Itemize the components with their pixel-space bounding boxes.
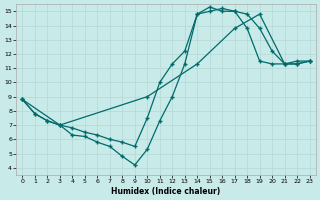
X-axis label: Humidex (Indice chaleur): Humidex (Indice chaleur) xyxy=(111,187,221,196)
